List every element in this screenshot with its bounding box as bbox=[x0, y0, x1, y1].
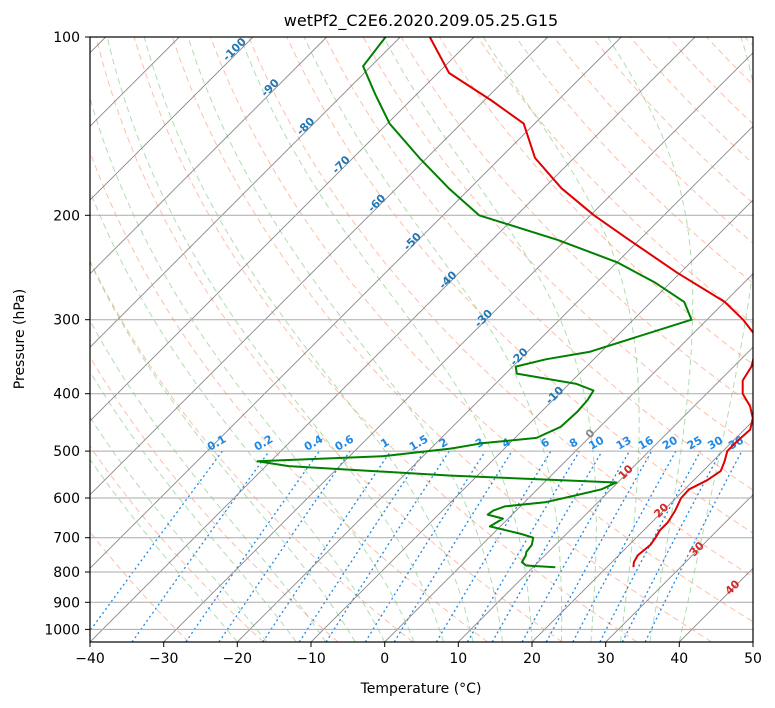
dewpoint-profile-line bbox=[256, 37, 693, 569]
mixing-ratio-line bbox=[572, 450, 677, 642]
isotherm-line bbox=[90, 37, 254, 201]
mixing-ratio-line bbox=[435, 450, 552, 642]
dry-adiabat bbox=[90, 445, 264, 642]
moist-adiabat bbox=[143, 37, 474, 642]
moist-adiabat bbox=[239, 37, 533, 642]
mixing-ratio-line bbox=[298, 450, 425, 642]
axes-layer: −40 −30 −20 −10 0 10 20 30 40 50 100 200 300 400 500 60… bbox=[44, 30, 762, 667]
mixing-ratio-line bbox=[521, 450, 631, 642]
mixing-ratio-line bbox=[621, 450, 722, 642]
isotherm-line bbox=[90, 37, 622, 569]
moist-adiabat bbox=[90, 260, 356, 642]
moist-adiabat bbox=[482, 37, 640, 642]
isotherm-line bbox=[163, 52, 753, 642]
moist-adiabat bbox=[90, 416, 268, 642]
isotherm-line bbox=[90, 37, 696, 642]
mixing-ratio-line bbox=[545, 450, 653, 642]
dry-adiabat bbox=[210, 37, 753, 623]
x-tick-label: 0 bbox=[380, 651, 389, 667]
x-tick-label: −10 bbox=[296, 651, 326, 667]
y-tick-label: 100 bbox=[53, 30, 80, 46]
mixing-ratio-line bbox=[491, 450, 603, 642]
isotherm-line bbox=[236, 125, 753, 642]
isotherm-line bbox=[90, 37, 401, 348]
temperature-profile-line bbox=[428, 37, 753, 568]
x-tick-label: −40 bbox=[75, 651, 105, 667]
dry-adiabat bbox=[286, 37, 753, 534]
x-axis-label: Temperature (°C) bbox=[360, 681, 482, 697]
y-tick-label: 1000 bbox=[44, 622, 80, 638]
y-tick-label: 900 bbox=[53, 595, 80, 611]
mixing-ratio-line bbox=[393, 450, 513, 642]
dry-adiabat bbox=[171, 37, 712, 642]
mixing-ratio-line bbox=[644, 450, 743, 642]
moist-adiabat bbox=[90, 189, 386, 642]
isotherm-line bbox=[457, 346, 753, 642]
y-tick-label: 300 bbox=[53, 313, 80, 329]
isotherm-line bbox=[90, 37, 328, 275]
x-tick-label: 20 bbox=[523, 651, 541, 667]
mixing-ratio-line bbox=[466, 450, 580, 642]
x-tick-label: −20 bbox=[223, 651, 253, 667]
moist-adiabat bbox=[187, 37, 503, 642]
moist-adiabat bbox=[90, 319, 327, 642]
dry-adiabat bbox=[324, 37, 753, 491]
y-axis-label: Pressure (hPa) bbox=[12, 289, 28, 389]
dry-adiabat bbox=[515, 37, 753, 284]
isotherm-line bbox=[90, 37, 549, 496]
isotherm-line bbox=[310, 199, 753, 642]
y-tick-label: 700 bbox=[53, 531, 80, 547]
dry-adiabat bbox=[90, 259, 414, 642]
x-tick-label: 10 bbox=[449, 651, 467, 667]
isotherm-line bbox=[384, 273, 753, 642]
y-tick-label: 200 bbox=[53, 208, 80, 224]
x-tick-label: 40 bbox=[670, 651, 688, 667]
y-tick-label: 600 bbox=[53, 491, 80, 507]
isotherm-line bbox=[531, 420, 753, 642]
x-tick-label: 30 bbox=[597, 651, 615, 667]
profile-series-layer bbox=[256, 37, 753, 569]
dry-adiabat bbox=[248, 37, 753, 578]
dry-adiabat bbox=[133, 37, 638, 642]
y-tick-label: 500 bbox=[53, 444, 80, 460]
x-tick-label: −30 bbox=[149, 651, 179, 667]
y-tick-label: 400 bbox=[53, 387, 80, 403]
mixing-ratio-line bbox=[364, 450, 486, 642]
moist-adiabat bbox=[90, 370, 297, 642]
moist-adiabat bbox=[383, 37, 597, 642]
x-tick-label: 50 bbox=[744, 651, 762, 667]
mixing-ratio-line bbox=[185, 450, 320, 642]
chart-title: wetPf2_C2E6.2020.209.05.25.G15 bbox=[284, 11, 558, 31]
dry-adiabat bbox=[95, 37, 563, 642]
mixing-ratio-line bbox=[325, 450, 450, 642]
mixing-ratio-line bbox=[90, 450, 223, 632]
moist-adiabat bbox=[303, 37, 563, 642]
isotherm-line bbox=[605, 494, 753, 642]
moist-adiabat bbox=[90, 458, 238, 642]
plot-frame bbox=[89, 36, 754, 643]
y-tick-label: 800 bbox=[53, 565, 80, 581]
isotherm-line bbox=[90, 37, 475, 422]
moist-adiabat bbox=[106, 37, 445, 642]
moist-adiabat bbox=[678, 37, 753, 642]
mixing-ratio-line bbox=[599, 450, 702, 642]
